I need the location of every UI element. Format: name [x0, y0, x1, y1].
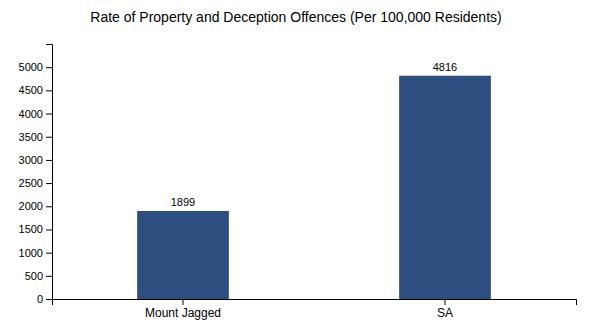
y-tick-label: 4000 [19, 108, 43, 120]
y-tick: 4000 [19, 108, 52, 120]
x-tick-label: Mount Jagged [145, 306, 221, 320]
y-tick: 5000 [19, 61, 52, 73]
y-tick: 4500 [19, 84, 52, 96]
chart: Rate of Property and Deception Offences … [0, 0, 592, 333]
y-axis: 0 500 1000 1500 2000 2500 3000 3500 4000 4500 5000 [19, 45, 53, 306]
y-tick-label: 2500 [19, 177, 43, 189]
y-axis-line [46, 45, 53, 300]
x-axis-line [53, 300, 577, 306]
y-tick-label: 1000 [19, 247, 43, 259]
y-tick: 0 [37, 293, 52, 305]
x-tick: Mount Jagged [145, 299, 221, 320]
plot: 0 500 1000 1500 2000 2500 3000 3500 4000 4500 5000… [19, 45, 577, 320]
y-tick-mark [46, 183, 52, 184]
y-tick: 500 [25, 270, 52, 282]
y-tick-mark [46, 114, 52, 115]
y-tick: 3000 [19, 154, 52, 166]
y-tick-label: 500 [25, 270, 43, 282]
y-tick-mark [46, 229, 52, 230]
bars [137, 76, 491, 299]
y-tick-mark [46, 90, 52, 91]
y-tick: 2500 [19, 177, 52, 189]
x-tick: SA [437, 299, 453, 320]
y-tick-label: 1500 [19, 223, 43, 235]
y-tick-label: 0 [37, 293, 43, 305]
x-tick-mark [183, 299, 184, 305]
y-tick-label: 2000 [19, 200, 43, 212]
y-tick-mark [46, 206, 52, 207]
y-tick-label: 3000 [19, 154, 43, 166]
data-label: 4816 [433, 61, 457, 73]
bar [399, 76, 491, 299]
y-tick-mark [46, 276, 52, 277]
bar [137, 211, 229, 299]
y-tick-mark [46, 67, 52, 68]
y-tick: 1500 [19, 223, 52, 235]
y-tick-mark [46, 160, 52, 161]
x-tick-label: SA [437, 306, 453, 320]
y-tick-mark [46, 299, 52, 300]
y-tick-label: 5000 [19, 61, 43, 73]
x-axis: Mount Jagged SA [53, 299, 577, 320]
data-labels: 1899 4816 [171, 61, 457, 208]
y-tick: 3500 [19, 131, 52, 143]
x-tick-mark [445, 299, 446, 305]
y-tick: 2000 [19, 200, 52, 212]
y-tick-mark [46, 137, 52, 138]
y-tick-label: 4500 [19, 84, 43, 96]
y-tick-mark [46, 253, 52, 254]
y-tick: 1000 [19, 247, 52, 259]
title: Rate of Property and Deception Offences … [90, 9, 501, 25]
data-label: 1899 [171, 196, 195, 208]
y-tick-label: 3500 [19, 131, 43, 143]
